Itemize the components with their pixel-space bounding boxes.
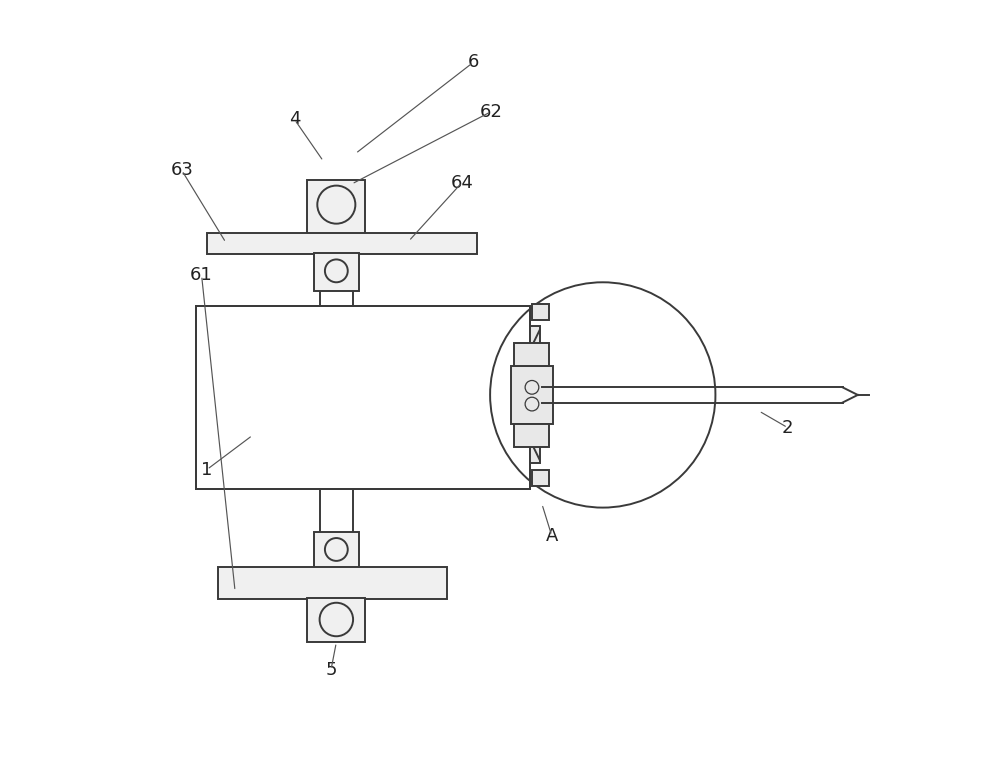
Text: 62: 62 [479, 103, 502, 121]
Text: 5: 5 [325, 661, 337, 678]
Bar [307, 180, 365, 234]
Text: 63: 63 [170, 161, 193, 180]
Bar [514, 424, 549, 447]
Text: 64: 64 [451, 173, 473, 192]
Bar [218, 567, 447, 599]
Text: 1: 1 [201, 461, 213, 478]
Bar [196, 306, 530, 488]
Bar [530, 326, 540, 464]
Bar [307, 598, 365, 643]
Bar [196, 306, 530, 488]
Text: 2: 2 [782, 419, 793, 437]
Bar [314, 253, 359, 290]
Text: 6: 6 [468, 53, 479, 71]
Bar [207, 233, 477, 254]
Text: 4: 4 [289, 110, 300, 128]
Text: A: A [546, 526, 558, 545]
Bar [532, 303, 549, 320]
Bar [532, 470, 549, 487]
Bar [511, 366, 553, 424]
Bar [514, 343, 549, 366]
Bar [314, 532, 359, 568]
Text: 61: 61 [190, 267, 213, 284]
